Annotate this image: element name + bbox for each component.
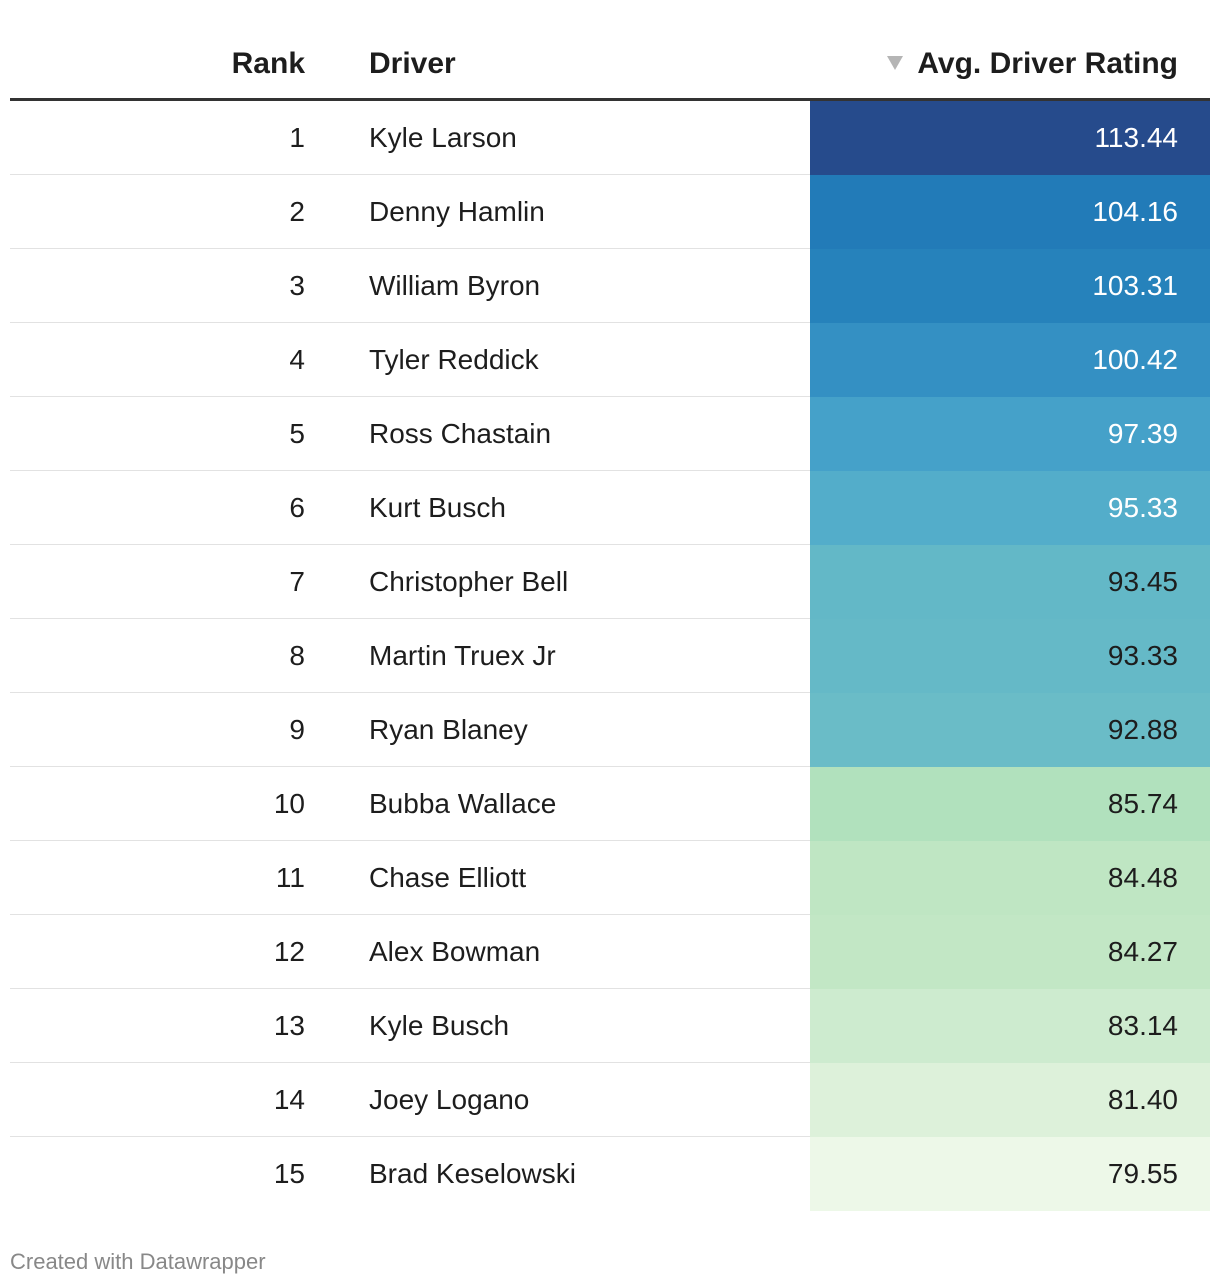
row-divider — [10, 766, 810, 767]
datawrapper-credit[interactable]: Created with Datawrapper — [10, 1249, 266, 1274]
row-divider — [10, 692, 810, 693]
rank-cell: 8 — [289, 640, 305, 671]
row-divider — [10, 174, 810, 175]
rank-cell: 15 — [273, 1158, 305, 1189]
rank-cell: 9 — [289, 714, 305, 745]
rank-cell: 6 — [289, 492, 305, 523]
header-rating[interactable]: Avg. Driver Rating — [887, 44, 1178, 84]
rank-cell: 1 — [289, 122, 305, 153]
sort-descending-icon — [887, 56, 904, 71]
rating-cell: 79.55 — [810, 1137, 1210, 1211]
rating-cell: 85.74 — [810, 767, 1210, 841]
driver-cell: Brad Keselowski — [369, 1158, 576, 1189]
table-row: 10 Bubba Wallace 85.74 — [10, 767, 1210, 841]
table-header: Rank Driver Avg. Driver Rating — [10, 0, 1210, 101]
driver-cell: Alex Bowman — [369, 936, 541, 967]
header-driver[interactable]: Driver — [369, 47, 456, 80]
rating-cell: 93.33 — [810, 619, 1210, 693]
row-divider — [10, 840, 810, 841]
driver-cell: Martin Truex Jr — [369, 640, 556, 671]
row-divider — [10, 248, 810, 249]
driver-cell: Chase Elliott — [369, 862, 527, 893]
rating-cell: 84.48 — [810, 841, 1210, 915]
table-row: 9 Ryan Blaney 92.88 — [10, 693, 1210, 767]
rank-cell: 3 — [289, 270, 305, 301]
row-divider — [10, 914, 810, 915]
rating-cell: 100.42 — [810, 323, 1210, 397]
driver-cell: Ross Chastain — [369, 418, 552, 449]
header-rating-label: Avg. Driver Rating — [917, 47, 1178, 80]
driver-cell: Joey Logano — [369, 1084, 530, 1115]
table-row: 4 Tyler Reddick 100.42 — [10, 323, 1210, 397]
row-divider — [10, 470, 810, 471]
row-divider — [10, 544, 810, 545]
rank-cell: 12 — [273, 936, 305, 967]
rank-cell: 2 — [289, 196, 305, 227]
table-row: 12 Alex Bowman 84.27 — [10, 915, 1210, 989]
rank-cell: 11 — [275, 862, 305, 893]
rating-cell: 104.16 — [810, 175, 1210, 249]
row-divider — [10, 988, 810, 989]
table-row: 7 Christopher Bell 93.45 — [10, 545, 1210, 619]
rank-cell: 14 — [273, 1084, 305, 1115]
table-row: 5 Ross Chastain 97.39 — [10, 397, 1210, 471]
row-divider — [10, 1062, 810, 1063]
rating-cell: 93.45 — [810, 545, 1210, 619]
rating-cell: 97.39 — [810, 397, 1210, 471]
rating-cell: 113.44 — [810, 101, 1210, 175]
rank-cell: 5 — [289, 418, 305, 449]
table-body: 1 Kyle Larson 113.44 2 Denny Hamlin 104.16 3 Wi… — [10, 101, 1210, 1211]
table-row: 14 Joey Logano 81.40 — [10, 1063, 1210, 1137]
table-row: 6 Kurt Busch 95.33 — [10, 471, 1210, 545]
driver-cell: Denny Hamlin — [369, 196, 545, 227]
driver-cell: Tyler Reddick — [369, 344, 539, 375]
table-row: 13 Kyle Busch 83.14 — [10, 989, 1210, 1063]
driver-cell: Bubba Wallace — [369, 788, 557, 819]
table-row: 1 Kyle Larson 113.44 — [10, 101, 1210, 175]
rating-cell: 83.14 — [810, 989, 1210, 1063]
driver-cell: William Byron — [369, 270, 541, 301]
rank-cell: 7 — [289, 566, 305, 597]
driver-cell: Kyle Busch — [369, 1010, 510, 1041]
driver-cell: Kurt Busch — [369, 492, 506, 523]
driver-cell: Ryan Blaney — [369, 714, 528, 745]
table-row: 8 Martin Truex Jr 93.33 — [10, 619, 1210, 693]
row-divider — [10, 396, 810, 397]
table-row: 11 Chase Elliott 84.48 — [10, 841, 1210, 915]
ratings-table: Rank Driver Avg. Driver Rating 1 Kyle Lar… — [10, 0, 1210, 1211]
table-row: 15 Brad Keselowski 79.55 — [10, 1137, 1210, 1211]
rating-cell: 95.33 — [810, 471, 1210, 545]
rating-cell: 103.31 — [810, 249, 1210, 323]
rank-cell: 4 — [289, 344, 305, 375]
table-row: 3 William Byron 103.31 — [10, 249, 1210, 323]
table-row: 2 Denny Hamlin 104.16 — [10, 175, 1210, 249]
header-rank[interactable]: Rank — [231, 47, 305, 80]
driver-cell: Christopher Bell — [369, 566, 569, 597]
driver-cell: Kyle Larson — [369, 122, 517, 153]
row-divider — [10, 1136, 810, 1137]
rank-cell: 10 — [273, 788, 305, 819]
rating-cell: 81.40 — [810, 1063, 1210, 1137]
row-divider — [10, 618, 810, 619]
row-divider — [10, 322, 810, 323]
rating-cell: 84.27 — [810, 915, 1210, 989]
rating-cell: 92.88 — [810, 693, 1210, 767]
rank-cell: 13 — [273, 1010, 305, 1041]
